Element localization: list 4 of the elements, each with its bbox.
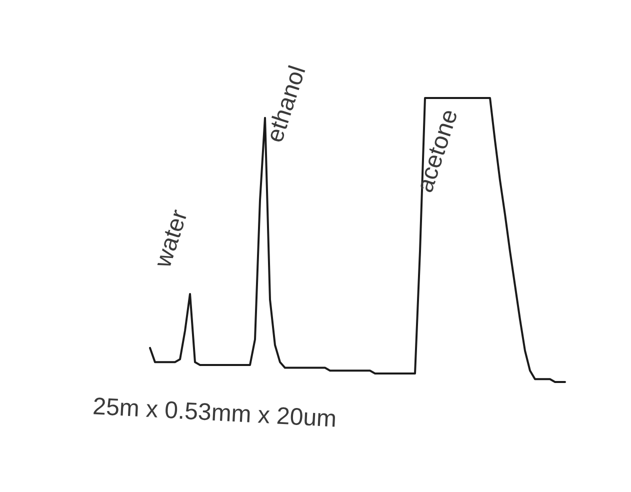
text: 25m x 0.53mm x 20um	[92, 393, 338, 434]
annotation: ethanol	[261, 62, 312, 146]
annotation: acetone	[411, 106, 464, 196]
annotation: water	[149, 206, 194, 271]
